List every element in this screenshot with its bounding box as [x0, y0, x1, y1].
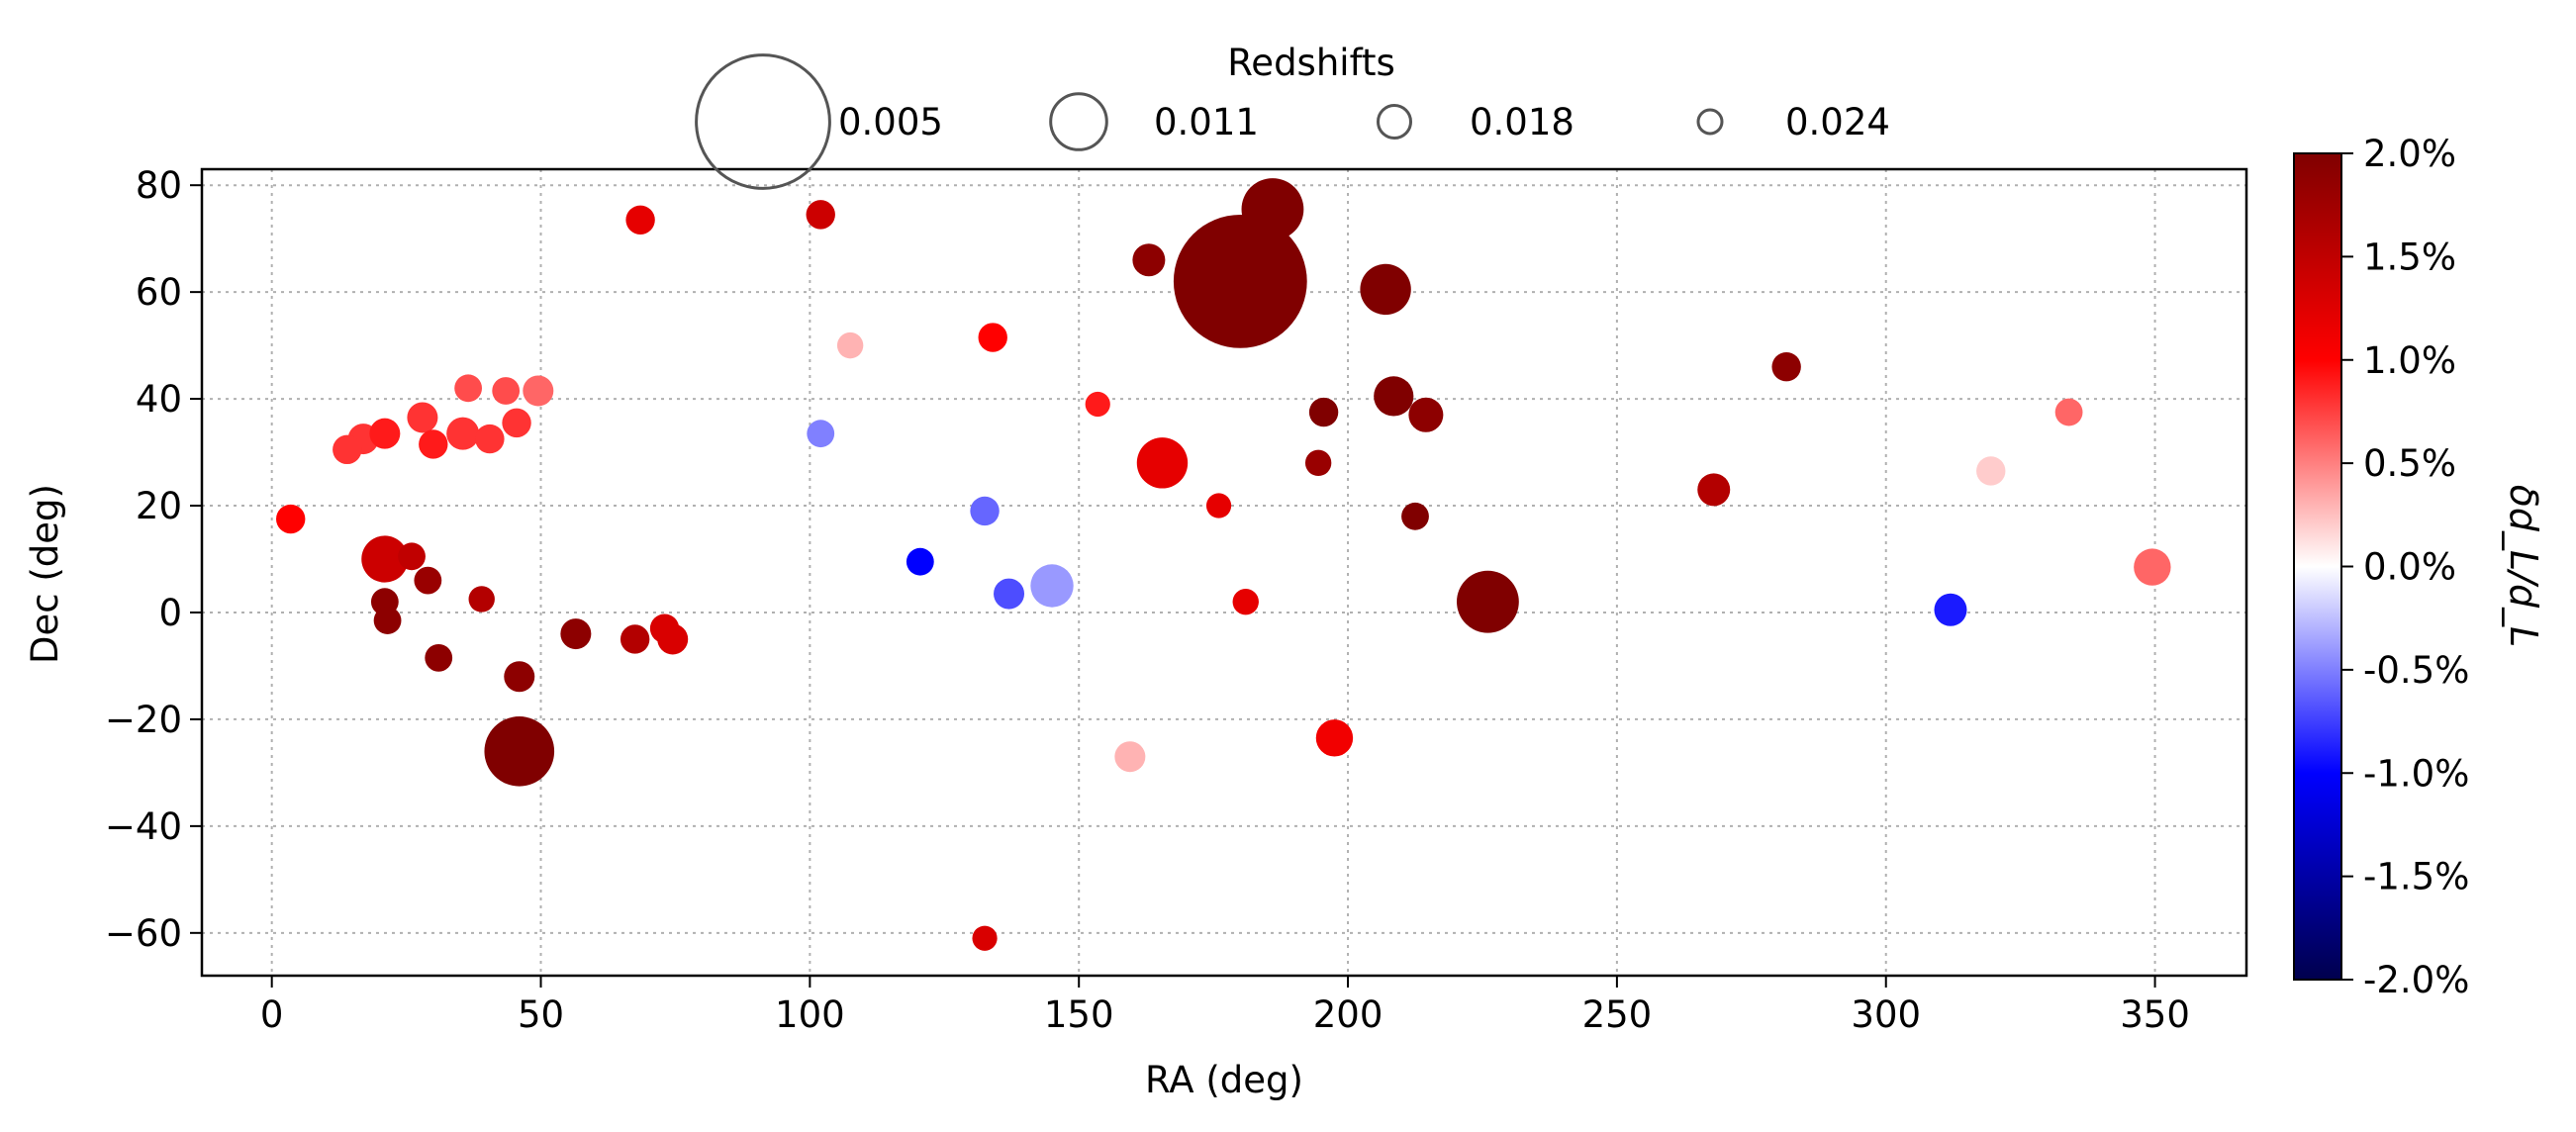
- x-tick-label: 150: [1044, 993, 1114, 1036]
- x-tick-label: 50: [518, 993, 564, 1036]
- data-point: [807, 420, 835, 448]
- data-point: [978, 323, 1007, 352]
- data-point: [468, 586, 495, 613]
- data-point: [484, 716, 555, 787]
- legend-marker: [1696, 108, 1724, 136]
- data-point: [906, 547, 934, 576]
- legend-label: 0.024: [1785, 101, 1890, 143]
- data-point: [419, 429, 448, 459]
- data-point: [1401, 502, 1429, 530]
- data-point: [1697, 473, 1731, 507]
- legend-marker: [695, 53, 831, 190]
- legend-label: 0.011: [1154, 101, 1259, 143]
- data-point: [369, 418, 401, 449]
- y-tick-label: 20: [136, 485, 182, 527]
- x-axis-label: RA (deg): [1145, 1059, 1303, 1101]
- data-point: [649, 613, 680, 643]
- data-point: [1374, 376, 1414, 417]
- data-point: [2134, 548, 2171, 586]
- x-tick-label: 300: [1851, 993, 1921, 1036]
- colorbar: [2293, 152, 2342, 981]
- plot-frame: [200, 167, 2248, 978]
- colorbar-tick-label: 1.0%: [2363, 339, 2456, 382]
- legend-label: 0.005: [838, 101, 943, 143]
- data-point: [560, 618, 592, 650]
- x-axis: 0 50 100 150 200 250 300 350: [260, 976, 2190, 1036]
- data-point: [1771, 352, 1801, 382]
- colorbar-label: δd_L/d_L: [2502, 485, 2545, 648]
- data-point: [276, 504, 306, 534]
- data-point: [1457, 570, 1519, 633]
- data-point: [1315, 719, 1354, 757]
- colorbar-tick-label: 2.0%: [2363, 133, 2456, 175]
- y-tick-label: 0: [158, 592, 182, 634]
- data-point: [625, 205, 655, 235]
- data-point: [425, 643, 453, 672]
- data-point: [806, 200, 835, 230]
- y-tick-label: −20: [105, 699, 182, 741]
- data-point: [504, 661, 535, 693]
- colorbar-tick-label: -1.5%: [2363, 856, 2469, 898]
- legend-marker: [1377, 104, 1412, 140]
- data-point: [1232, 588, 1259, 615]
- data-point: [1241, 178, 1304, 240]
- data-point: [2054, 398, 2083, 426]
- data-point: [972, 925, 998, 951]
- x-tick-label: 200: [1313, 993, 1383, 1036]
- data-point: [1205, 493, 1232, 519]
- data-point: [1030, 564, 1074, 608]
- y-tick-label: 60: [136, 271, 182, 314]
- data-point: [523, 375, 554, 407]
- legend-label: 0.018: [1470, 101, 1574, 143]
- data-point: [398, 542, 426, 571]
- data-point: [1173, 214, 1307, 348]
- data-point: [1934, 593, 1967, 626]
- data-point: [1408, 397, 1444, 432]
- y-tick-label: −60: [105, 912, 182, 955]
- data-point: [1304, 449, 1332, 477]
- legend: 0.005 0.011 0.018 0.024: [695, 53, 1890, 190]
- data-point: [492, 377, 521, 405]
- colorbar-ticks: 2.0% 1.5% 1.0% 0.5% 0.0% -0.5% -1.0% -1.5% -2.0%: [2341, 133, 2469, 1001]
- x-tick-label: 0: [260, 993, 284, 1036]
- legend-title: Redshifts: [1227, 42, 1394, 84]
- legend-marker: [1049, 92, 1108, 151]
- data-point: [414, 566, 442, 595]
- y-tick-label: 80: [136, 164, 182, 207]
- data-points: [276, 178, 2171, 951]
- colorbar-tick-label: 1.5%: [2363, 236, 2456, 278]
- data-point: [446, 417, 480, 450]
- colorbar-tick-label: -1.0%: [2363, 752, 2469, 795]
- y-tick-label: 40: [136, 378, 182, 421]
- data-point: [994, 578, 1025, 610]
- data-point: [361, 535, 409, 583]
- y-tick-label: −40: [105, 805, 182, 848]
- data-point: [1308, 397, 1339, 427]
- data-point: [1976, 456, 2006, 486]
- data-point: [836, 331, 864, 359]
- colorbar-tick-label: -2.0%: [2363, 959, 2469, 1001]
- x-tick-label: 350: [2120, 993, 2190, 1036]
- data-point: [1132, 243, 1166, 277]
- data-point: [620, 624, 650, 654]
- colorbar-tick-label: 0.5%: [2363, 442, 2456, 485]
- data-point: [407, 402, 438, 433]
- colorbar-tick-label: -0.5%: [2363, 649, 2469, 692]
- data-point: [454, 374, 483, 403]
- data-point: [373, 607, 402, 634]
- data-point: [1360, 263, 1411, 316]
- data-point: [502, 408, 531, 438]
- x-tick-label: 250: [1582, 993, 1653, 1036]
- y-axis-label: Dec (deg): [24, 484, 66, 664]
- data-point: [333, 434, 362, 465]
- data-point: [475, 424, 505, 454]
- data-point: [970, 496, 1000, 526]
- x-tick-label: 100: [775, 993, 845, 1036]
- data-point: [1085, 391, 1110, 418]
- data-point: [1136, 437, 1189, 489]
- y-axis: −60 −40 −20 0 20 40 60 80: [105, 164, 202, 955]
- colorbar-tick-label: 0.0%: [2363, 546, 2456, 589]
- data-point: [1114, 741, 1146, 773]
